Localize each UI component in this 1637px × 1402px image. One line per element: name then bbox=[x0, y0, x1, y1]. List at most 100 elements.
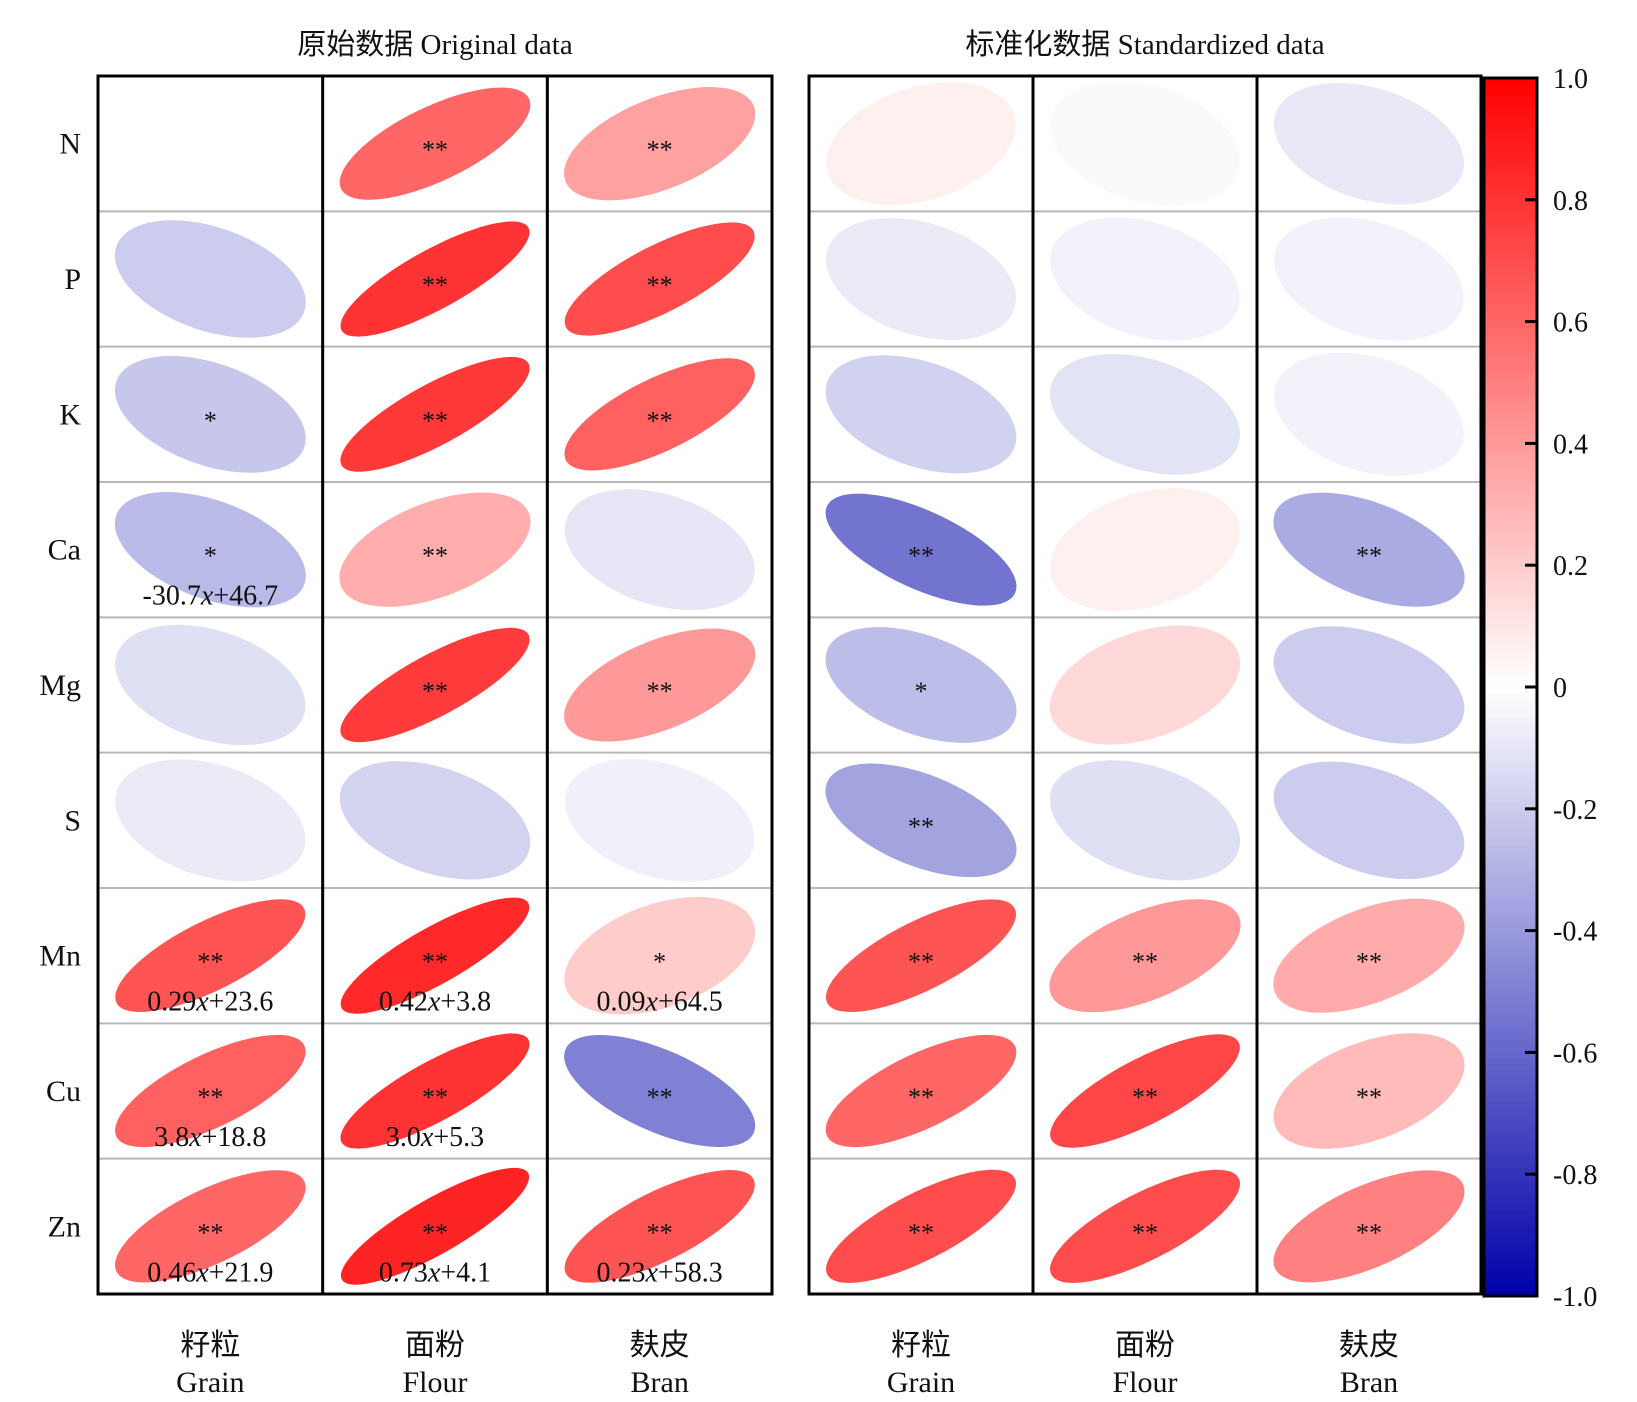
colorbar-segment bbox=[1484, 1107, 1537, 1114]
colorbar-segment bbox=[1484, 997, 1537, 1005]
colorbar-segment bbox=[1484, 1046, 1537, 1053]
colorbar-segment bbox=[1484, 1125, 1537, 1133]
colorbar-segment bbox=[1484, 431, 1537, 438]
regression-equation: -30.7x+46.7 bbox=[143, 581, 279, 612]
correlation-ellipse-Cu-Bran bbox=[1273, 1033, 1465, 1149]
colorbar-segment bbox=[1484, 1095, 1537, 1102]
significance-stars: * bbox=[915, 677, 928, 706]
colorbar-segment bbox=[1484, 857, 1537, 865]
significance-stars: ** bbox=[422, 542, 448, 571]
colorbar-segment bbox=[1484, 717, 1537, 725]
colorbar-segment bbox=[1484, 577, 1537, 585]
colorbar-segment bbox=[1484, 1192, 1537, 1200]
colorbar-segment bbox=[1484, 78, 1537, 85]
colorbar-segment bbox=[1484, 540, 1537, 548]
column-label-en: Flour bbox=[1112, 1366, 1177, 1399]
colorbar-segment bbox=[1484, 1247, 1537, 1254]
colorbar-segment bbox=[1484, 747, 1537, 755]
colorbar-segment bbox=[1484, 607, 1537, 615]
regression-equation: 3.8x+18.8 bbox=[154, 1122, 266, 1153]
colorbar-segment bbox=[1484, 790, 1537, 798]
significance-stars: ** bbox=[422, 677, 448, 706]
significance-stars: ** bbox=[1356, 1218, 1382, 1247]
colorbar-segment bbox=[1484, 760, 1537, 767]
significance-stars: ** bbox=[908, 948, 934, 977]
colorbar-segment bbox=[1484, 498, 1537, 505]
row-label-Mg: Mg bbox=[39, 669, 81, 702]
colorbar-segment bbox=[1484, 132, 1537, 140]
colorbar-segment bbox=[1484, 1076, 1537, 1084]
correlation-ellipse-P-Grain bbox=[114, 220, 306, 338]
colorbar-segment bbox=[1484, 729, 1537, 737]
colorbar-segment bbox=[1484, 1058, 1537, 1066]
column-label-zh: 面粉 bbox=[1115, 1329, 1175, 1362]
colorbar-segment bbox=[1484, 1082, 1537, 1090]
colorbar-segment bbox=[1484, 1015, 1537, 1023]
colorbar-segment bbox=[1484, 961, 1537, 968]
colorbar-segment bbox=[1484, 766, 1537, 773]
colorbar-segment bbox=[1484, 1137, 1537, 1145]
colorbar-segment bbox=[1484, 820, 1537, 828]
colorbar-segment bbox=[1484, 102, 1537, 110]
significance-stars: ** bbox=[197, 1218, 223, 1247]
correlation-ellipse-S-Grain bbox=[115, 759, 306, 882]
colorbar-segment bbox=[1484, 437, 1537, 444]
colorbar-segment bbox=[1484, 309, 1537, 317]
colorbar-segment bbox=[1484, 358, 1537, 365]
regression-equation: 0.09x+64.5 bbox=[597, 987, 723, 1018]
equation-variable: x bbox=[420, 1122, 434, 1153]
equation-slope: 0.42 bbox=[379, 987, 428, 1018]
correlation-ellipse-K-Bran bbox=[564, 358, 755, 471]
colorbar-segment bbox=[1484, 1070, 1537, 1078]
colorbar-tick-label: -1.0 bbox=[1553, 1282, 1597, 1313]
colorbar-segment bbox=[1484, 266, 1537, 274]
panel-original: 原始数据 Original data** **** *** ** ***-30.7x+4… bbox=[96, 28, 774, 1399]
significance-stars: ** bbox=[647, 1083, 673, 1112]
colorbar-segment bbox=[1484, 912, 1537, 920]
colorbar-segment bbox=[1484, 254, 1537, 262]
colorbar-segment bbox=[1484, 546, 1537, 554]
colorbar-segment bbox=[1484, 492, 1537, 499]
colorbar-segment bbox=[1484, 382, 1537, 390]
correlation-ellipse-S-Grain bbox=[825, 763, 1017, 878]
colorbar-segment bbox=[1484, 230, 1537, 237]
column-label-en: Bran bbox=[1340, 1366, 1398, 1399]
colorbar-segment bbox=[1484, 1180, 1537, 1187]
correlation-ellipse-Zn-Bran bbox=[564, 1169, 755, 1283]
colorbar-segment bbox=[1484, 291, 1537, 298]
colorbar-segment bbox=[1484, 589, 1537, 597]
panel-title: 原始数据 Original data bbox=[297, 28, 573, 61]
colorbar-segment bbox=[1484, 979, 1537, 987]
colorbar-segment bbox=[1484, 1210, 1537, 1218]
correlation-ellipse-Cu-Flour bbox=[340, 1033, 530, 1149]
row-label-N: N bbox=[59, 128, 81, 161]
colorbar-segment bbox=[1484, 772, 1537, 779]
colorbar-segment bbox=[1484, 741, 1537, 749]
equation-intercept: +4.1 bbox=[440, 1257, 491, 1288]
colorbar-segment bbox=[1484, 900, 1537, 907]
significance-stars: ** bbox=[1132, 948, 1158, 977]
colorbar-segment bbox=[1484, 272, 1537, 280]
row-label-S: S bbox=[64, 804, 81, 837]
regression-equation: 0.29x+23.6 bbox=[147, 987, 273, 1018]
colorbar-segment bbox=[1484, 808, 1537, 816]
colorbar-segment bbox=[1484, 565, 1537, 572]
colorbar-segment bbox=[1484, 881, 1537, 889]
colorbar-segment bbox=[1484, 827, 1537, 834]
correlation-ellipse-N-Bran bbox=[564, 87, 756, 201]
correlation-ellipse-K-Grain bbox=[114, 355, 306, 473]
column-label-en: Flour bbox=[402, 1366, 467, 1399]
colorbar-segment bbox=[1484, 163, 1537, 170]
colorbar-segment bbox=[1484, 1052, 1537, 1060]
colorbar-segment bbox=[1484, 644, 1537, 652]
significance-stars: ** bbox=[422, 1218, 448, 1247]
significance-stars: ** bbox=[197, 1083, 223, 1112]
colorbar-segment bbox=[1484, 699, 1537, 706]
colorbar-segment bbox=[1484, 601, 1537, 609]
colorbar-segment bbox=[1484, 455, 1537, 463]
colorbar-segment bbox=[1484, 626, 1537, 633]
column-label-zh: 麸皮 bbox=[1339, 1329, 1399, 1362]
equation-slope: -30.7 bbox=[143, 581, 201, 612]
colorbar-tick-label: -0.2 bbox=[1553, 795, 1597, 826]
